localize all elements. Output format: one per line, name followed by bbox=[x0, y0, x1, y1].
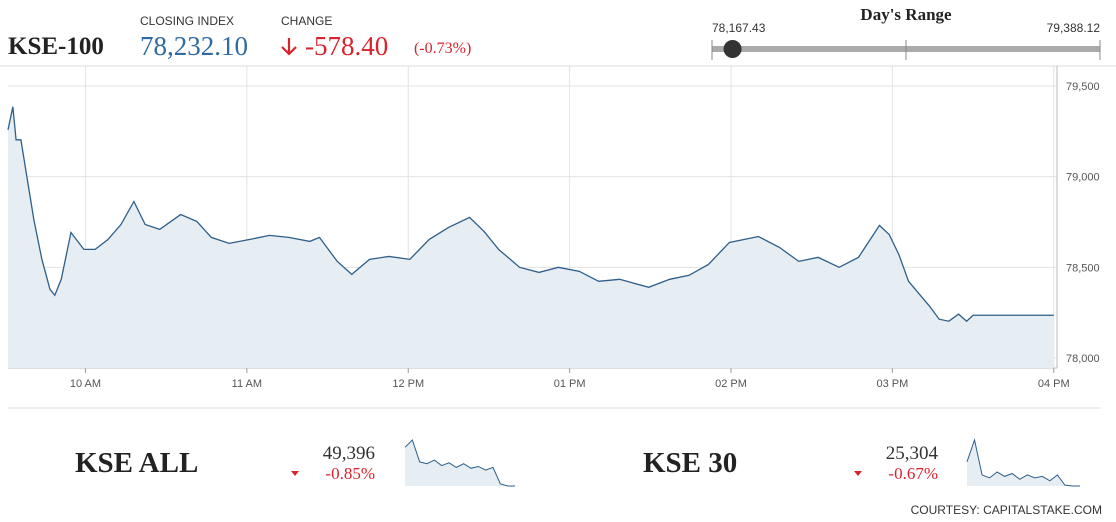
y-tick-label: 78,000 bbox=[1066, 353, 1100, 365]
range-low: 78,167.43 bbox=[712, 21, 766, 35]
down-icon bbox=[291, 471, 299, 476]
x-tick-label: 01 PM bbox=[554, 378, 586, 390]
change-percent: (-0.73%) bbox=[414, 40, 471, 57]
spark-line bbox=[966, 438, 1080, 487]
spark-line bbox=[404, 439, 515, 487]
footer: COURTESY: CAPITALSTAKE.COM bbox=[911, 503, 1102, 517]
y-tick-label: 78,500 bbox=[1066, 262, 1100, 274]
change-label: CHANGE bbox=[281, 14, 332, 28]
index-change: -0.85% bbox=[325, 464, 375, 483]
index-value: 49,396 bbox=[323, 443, 375, 464]
range-high: 79,388.12 bbox=[1047, 21, 1101, 35]
x-tick-label: 02 PM bbox=[715, 378, 747, 390]
x-tick-label: 10 AM bbox=[70, 378, 101, 390]
index-change: -0.67% bbox=[888, 464, 938, 483]
down-icon bbox=[854, 471, 862, 476]
spark-fill bbox=[405, 440, 515, 486]
index-name: KSE 30 bbox=[643, 447, 737, 479]
closing-value: 78,232.10 bbox=[140, 31, 248, 61]
closing-label: CLOSING INDEX bbox=[140, 14, 234, 28]
x-tick-label: 03 PM bbox=[876, 378, 908, 390]
sparkline bbox=[404, 439, 515, 487]
price-line bbox=[7, 106, 1054, 323]
y-tick-label: 79,500 bbox=[1066, 81, 1100, 93]
index-name: KSE ALL bbox=[75, 447, 198, 479]
area-fill bbox=[8, 106, 1054, 368]
index-value: 25,304 bbox=[886, 443, 939, 464]
change-value: -578.40 bbox=[305, 31, 388, 61]
main-chart: 78,000 78,500 79,000 79,500 10 AM 11 AM 12 PM 0… bbox=[7, 66, 1100, 390]
spark-fill bbox=[967, 440, 1080, 486]
range-marker bbox=[723, 40, 742, 58]
x-tick-label: 12 PM bbox=[392, 378, 424, 390]
y-tick-label: 79,000 bbox=[1066, 172, 1100, 184]
range-title: Day's Range bbox=[860, 5, 952, 24]
sparkline bbox=[966, 438, 1080, 487]
x-tick-label: 11 AM bbox=[232, 378, 262, 390]
down-arrow bbox=[281, 38, 297, 56]
index-name: KSE-100 bbox=[8, 33, 104, 60]
x-tick-label: 04 PM bbox=[1038, 378, 1070, 390]
